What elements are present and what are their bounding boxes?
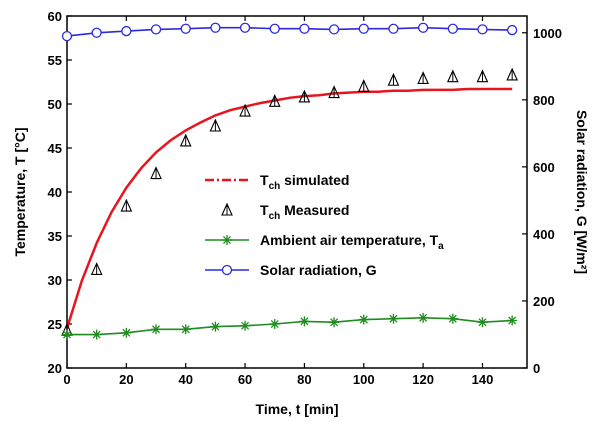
series-4-point [419,23,428,32]
series-4-point [270,24,279,33]
legend: Tch simulated Tch Measured Ambient air tem… [205,172,444,278]
series-2-point [448,71,458,82]
y2-tick-label: 400 [533,227,555,242]
series-4-point [211,23,220,32]
y2-tick-label: 1000 [533,26,562,41]
legend-item-2-label-rest: Measured [280,202,349,218]
series-3-point [62,330,72,340]
y-tick-label: 40 [48,185,62,200]
series-3-point [299,316,309,326]
series-4-point [63,32,72,41]
series-2-point [121,200,131,211]
series-3-point [448,314,458,324]
x-tick-label: 140 [472,372,494,387]
series-4-point [508,26,517,35]
series-4-point [330,25,339,34]
series-3 [62,313,517,340]
legend-item-3: Ambient air temperature, Ta [205,232,444,252]
y-tick-label: 55 [48,53,62,68]
series-3-point [270,319,280,329]
y-tick-label: 25 [48,317,62,332]
legend-item-4-swatch-marker [223,266,232,275]
series-3-point [240,321,250,331]
legend-item-1: Tch simulated [205,172,349,192]
series-2-point [210,120,220,131]
series-2-point [359,80,369,91]
x-tick-label: 40 [178,372,192,387]
legend-item-2: Tch Measured [222,202,349,222]
x-tick-label: 100 [353,372,375,387]
y-tick-label: 50 [48,97,62,112]
legend-item-4-label: Solar radiation, G [260,262,377,278]
y2-axis-title: Solar radiation, G [W/m²] [574,110,590,274]
y2-tick-label: 800 [533,93,555,108]
series-3-point [121,328,131,338]
series-2-point [181,135,191,146]
x-tick-label: 80 [297,372,311,387]
y-axis-title: Temperature, T [°C] [12,127,28,256]
series-2-point [477,71,487,82]
y-tick-label: 30 [48,273,62,288]
legend-item-2-swatch-marker [222,204,232,215]
legend-item-1-label-rest: simulated [280,172,349,188]
series-2-point [151,168,161,179]
legend-item-3-swatch-marker [222,235,232,245]
legend-item-3-label-subscript: a [438,241,444,252]
series-3-point [151,324,161,334]
y-tick-label: 45 [48,141,62,156]
series-4-point [448,24,457,33]
legend-item-1-label: Tch simulated [260,172,349,192]
legend-item-3-label-main: Ambient air temperature, T [260,232,439,248]
y-tick-label: 60 [48,9,62,24]
series-3-point [181,324,191,334]
x-tick-label: 120 [412,372,434,387]
legend-item-2-label: Tch Measured [260,202,349,222]
legend-item-2-label-subscript: ch [269,211,281,222]
plot-frame [67,16,527,368]
series-3-point [92,330,102,340]
y-tick-label: 35 [48,229,62,244]
legend-item-4: Solar radiation, G [205,262,377,278]
series-4-line [67,28,512,36]
y2-tick-label: 200 [533,294,555,309]
series-3-point [210,322,220,332]
legend-item-3-label: Ambient air temperature, Ta [260,232,444,252]
x-axis-title: Time, t [min] [256,401,339,417]
x-tick-label: 20 [119,372,133,387]
series-4 [63,23,517,40]
gridless-plot-area [67,16,527,368]
series-3-point [507,315,517,325]
series-2-point [92,263,102,274]
series-3-point [418,313,428,323]
series-4-point [92,28,101,37]
series-4-point [181,24,190,33]
series-3-point [329,317,339,327]
series-4-point [300,24,309,33]
series-4-point [122,27,131,36]
series-4-point [152,25,161,34]
x-tick-label: 60 [238,372,252,387]
series-2-point [507,69,517,80]
series-3-point [388,314,398,324]
y-tick-label: 20 [48,361,62,376]
y2-tick-label: 0 [533,361,540,376]
x-tick-label: 0 [63,372,70,387]
legend-item-4-label-main: Solar radiation, G [260,262,377,278]
legend-item-1-label-subscript: ch [269,181,281,192]
series-4-point [241,23,250,32]
series-3-point [477,317,487,327]
series-3-point [359,315,369,325]
series-4-point [359,24,368,33]
series-2-point [388,74,398,85]
y2-tick-label: 600 [533,160,555,175]
series-2-point [418,72,428,83]
series-4-point [389,24,398,33]
series-4-point [478,25,487,34]
series-3-line [67,318,512,335]
